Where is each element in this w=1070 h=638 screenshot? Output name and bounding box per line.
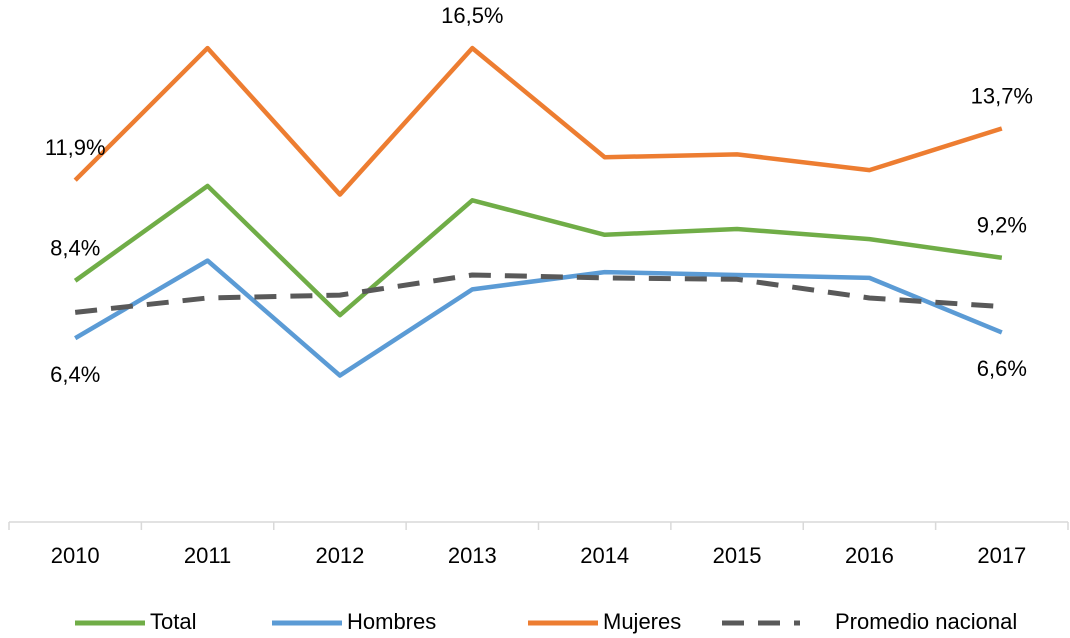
x-tick-label: 2016 — [845, 543, 894, 568]
x-tick-label: 2014 — [580, 543, 629, 568]
series-line — [74, 258, 1003, 378]
data-label: 13,7% — [971, 83, 1033, 108]
data-label: 11,9% — [45, 135, 106, 160]
legend-label: Total — [150, 609, 196, 634]
series-line — [73, 183, 1003, 318]
data-label: 9,2% — [977, 213, 1027, 238]
x-tick-label: 2017 — [977, 543, 1026, 568]
data-label: 6,4% — [50, 362, 100, 387]
legend-label: Hombres — [347, 609, 436, 634]
x-tick-label: 2011 — [184, 543, 231, 568]
x-tick-label: 2010 — [51, 543, 100, 568]
x-tick-label: 2012 — [315, 543, 364, 568]
data-label: 8,4% — [50, 236, 100, 261]
series-line — [73, 45, 1003, 197]
data-label: 6,6% — [977, 356, 1027, 381]
data-label: 16,5% — [441, 3, 503, 28]
x-tick-label: 2013 — [448, 543, 497, 568]
legend-label: Mujeres — [603, 609, 681, 634]
x-tick-label: 2015 — [713, 543, 762, 568]
series-line — [74, 272, 1002, 315]
legend-label: Promedio nacional — [835, 609, 1017, 634]
